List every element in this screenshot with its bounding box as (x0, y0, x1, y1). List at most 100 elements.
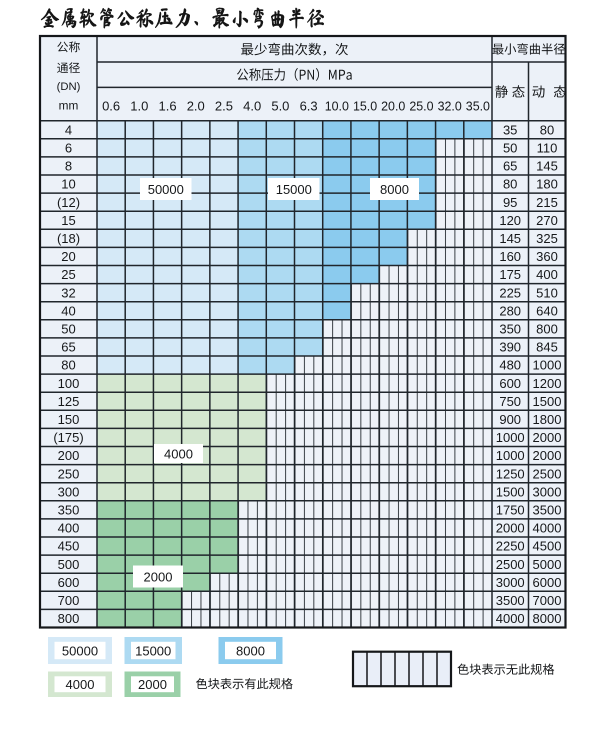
svg-text:35: 35 (503, 122, 517, 137)
svg-text:8000: 8000 (236, 644, 265, 659)
svg-text:2000: 2000 (496, 521, 525, 536)
svg-text:80: 80 (503, 177, 517, 192)
svg-text:480: 480 (499, 358, 521, 373)
svg-text:100: 100 (58, 376, 80, 391)
svg-text:6.3: 6.3 (300, 98, 318, 113)
svg-text:1800: 1800 (533, 412, 562, 427)
svg-text:4: 4 (65, 122, 72, 137)
svg-text:50: 50 (61, 322, 75, 337)
svg-text:350: 350 (499, 322, 521, 337)
svg-text:65: 65 (61, 340, 75, 355)
svg-text:7000: 7000 (533, 593, 562, 608)
svg-text:750: 750 (499, 394, 521, 409)
svg-text:125: 125 (58, 394, 80, 409)
svg-text:4500: 4500 (533, 539, 562, 554)
svg-text:200: 200 (58, 448, 80, 463)
svg-text:600: 600 (499, 376, 521, 391)
svg-text:40: 40 (61, 303, 75, 318)
svg-text:4000: 4000 (164, 446, 193, 461)
svg-text:15000: 15000 (276, 182, 312, 197)
svg-text:800: 800 (58, 611, 80, 626)
svg-text:15.0: 15.0 (353, 98, 377, 113)
svg-text:4.0: 4.0 (243, 98, 261, 113)
svg-text:145: 145 (536, 159, 558, 174)
svg-text:5000: 5000 (533, 557, 562, 572)
svg-text:360: 360 (536, 249, 558, 264)
svg-text:2500: 2500 (496, 557, 525, 572)
svg-text:1000: 1000 (496, 430, 525, 445)
svg-text:390: 390 (499, 340, 521, 355)
svg-text:mm: mm (59, 99, 79, 113)
svg-text:32: 32 (61, 285, 75, 300)
svg-text:15000: 15000 (135, 644, 171, 659)
svg-text:8000: 8000 (380, 182, 409, 197)
svg-text:1.0: 1.0 (130, 98, 148, 113)
svg-text:640: 640 (536, 303, 558, 318)
svg-text:250: 250 (58, 466, 80, 481)
svg-text:225: 225 (499, 285, 521, 300)
svg-text:50000: 50000 (62, 644, 98, 659)
svg-text:2.0: 2.0 (187, 98, 205, 113)
svg-text:2.5: 2.5 (215, 98, 233, 113)
svg-text:65: 65 (503, 159, 517, 174)
svg-text:50: 50 (503, 141, 517, 156)
svg-text:(12): (12) (57, 195, 80, 210)
svg-text:3000: 3000 (533, 484, 562, 499)
svg-text:175: 175 (499, 267, 521, 282)
svg-text:32.0: 32.0 (438, 98, 462, 113)
svg-text:180: 180 (536, 177, 558, 192)
svg-text:1250: 1250 (496, 466, 525, 481)
svg-text:280: 280 (499, 303, 521, 318)
svg-text:2500: 2500 (533, 466, 562, 481)
svg-text:700: 700 (58, 593, 80, 608)
svg-text:35.0: 35.0 (466, 98, 490, 113)
svg-text:215: 215 (536, 195, 558, 210)
svg-text:20: 20 (61, 249, 75, 264)
svg-text:300: 300 (58, 484, 80, 499)
svg-text:400: 400 (536, 267, 558, 282)
svg-text:50000: 50000 (148, 182, 184, 197)
svg-text:1500: 1500 (533, 394, 562, 409)
svg-text:80: 80 (540, 122, 554, 137)
svg-text:2000: 2000 (533, 448, 562, 463)
svg-text:80: 80 (61, 358, 75, 373)
svg-text:1500: 1500 (496, 484, 525, 499)
svg-text:6: 6 (65, 141, 72, 156)
svg-text:5.0: 5.0 (271, 98, 289, 113)
svg-text:8: 8 (65, 159, 72, 174)
svg-text:95: 95 (503, 195, 517, 210)
svg-text:10: 10 (61, 177, 75, 192)
svg-text:1200: 1200 (533, 376, 562, 391)
svg-text:10.0: 10.0 (325, 98, 349, 113)
svg-text:110: 110 (537, 141, 558, 156)
svg-text:0.6: 0.6 (102, 98, 120, 113)
svg-text:4000: 4000 (66, 677, 95, 692)
svg-text:(175): (175) (53, 430, 83, 445)
svg-text:2000: 2000 (144, 569, 173, 584)
svg-text:800: 800 (536, 322, 558, 337)
svg-text:160: 160 (499, 249, 521, 264)
svg-text:1000: 1000 (496, 448, 525, 463)
svg-text:450: 450 (58, 539, 80, 554)
svg-text:1750: 1750 (496, 503, 525, 518)
svg-text:3000: 3000 (496, 575, 525, 590)
svg-text:145: 145 (499, 231, 521, 246)
svg-text:3500: 3500 (533, 503, 562, 518)
svg-text:400: 400 (58, 521, 80, 536)
svg-text:270: 270 (536, 213, 558, 228)
svg-text:845: 845 (536, 340, 558, 355)
svg-text:2000: 2000 (533, 430, 562, 445)
svg-text:900: 900 (499, 412, 521, 427)
svg-text:510: 510 (536, 285, 558, 300)
svg-text:20.0: 20.0 (381, 98, 405, 113)
svg-text:120: 120 (499, 213, 521, 228)
svg-text:2000: 2000 (138, 677, 167, 692)
svg-text:(DN): (DN) (57, 81, 81, 93)
svg-text:3500: 3500 (496, 593, 525, 608)
svg-text:150: 150 (58, 412, 80, 427)
svg-text:15: 15 (61, 213, 75, 228)
svg-text:325: 325 (536, 231, 558, 246)
svg-text:8000: 8000 (533, 611, 562, 626)
svg-text:500: 500 (58, 557, 80, 572)
svg-text:1000: 1000 (533, 358, 562, 373)
